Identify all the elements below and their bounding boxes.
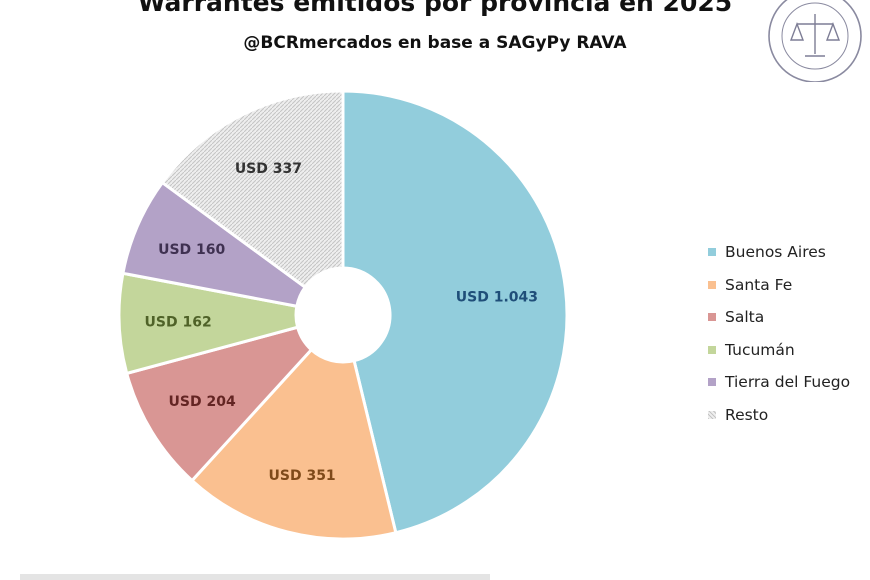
data-label-tucuman: USD 162: [145, 314, 212, 330]
bcr-seal-logo: [768, 0, 862, 82]
data-label-tierra-del-fuego: USD 160: [158, 242, 225, 258]
legend-swatch: [708, 280, 716, 289]
legend-item-buenos-aires: Buenos Aires: [708, 236, 850, 269]
legend-swatch: [708, 248, 716, 257]
legend-label: Salta: [725, 308, 765, 327]
slice-buenos-aires: [341, 89, 569, 535]
footnote-text-cropped: [20, 574, 490, 580]
slice-santa-fe: [189, 347, 398, 541]
legend-swatch: [708, 313, 716, 322]
slice-salta: [124, 325, 314, 483]
data-label-resto: USD 337: [235, 161, 302, 177]
chart-title: Warrantes emitidos por provincia en 2025: [137, 0, 733, 17]
legend-label: Buenos Aires: [725, 243, 826, 262]
legend-item-salta: Salta: [708, 301, 850, 334]
legend-swatch: [708, 410, 716, 419]
data-label-santa-fe: USD 351: [269, 468, 336, 484]
scales-of-justice-icon: [789, 14, 841, 57]
legend-label: Tierra del Fuego: [725, 373, 851, 392]
legend-item-santa-fe: Santa Fe: [708, 269, 850, 302]
legend-item-tierra-del-fuego: Tierra del Fuego: [708, 366, 850, 399]
legend: Buenos Aires Santa Fe Salta Tucumán Tierra d…: [708, 236, 850, 431]
legend-swatch: [708, 345, 716, 354]
data-label-salta: USD 204: [169, 394, 236, 410]
legend-item-tucuman: Tucumán: [708, 334, 850, 367]
legend-label: Tucumán: [725, 340, 795, 359]
legend-label: Resto: [725, 405, 769, 424]
legend-swatch: [708, 378, 716, 387]
legend-item-resto: Resto: [708, 399, 850, 432]
chart-subtitle: @BCRmercados en base a SAGyPy RAVA: [243, 33, 627, 53]
slice-resto: [160, 89, 345, 290]
data-label-buenos-aires: USD 1.043: [456, 290, 538, 306]
legend-label: Santa Fe: [725, 275, 793, 294]
